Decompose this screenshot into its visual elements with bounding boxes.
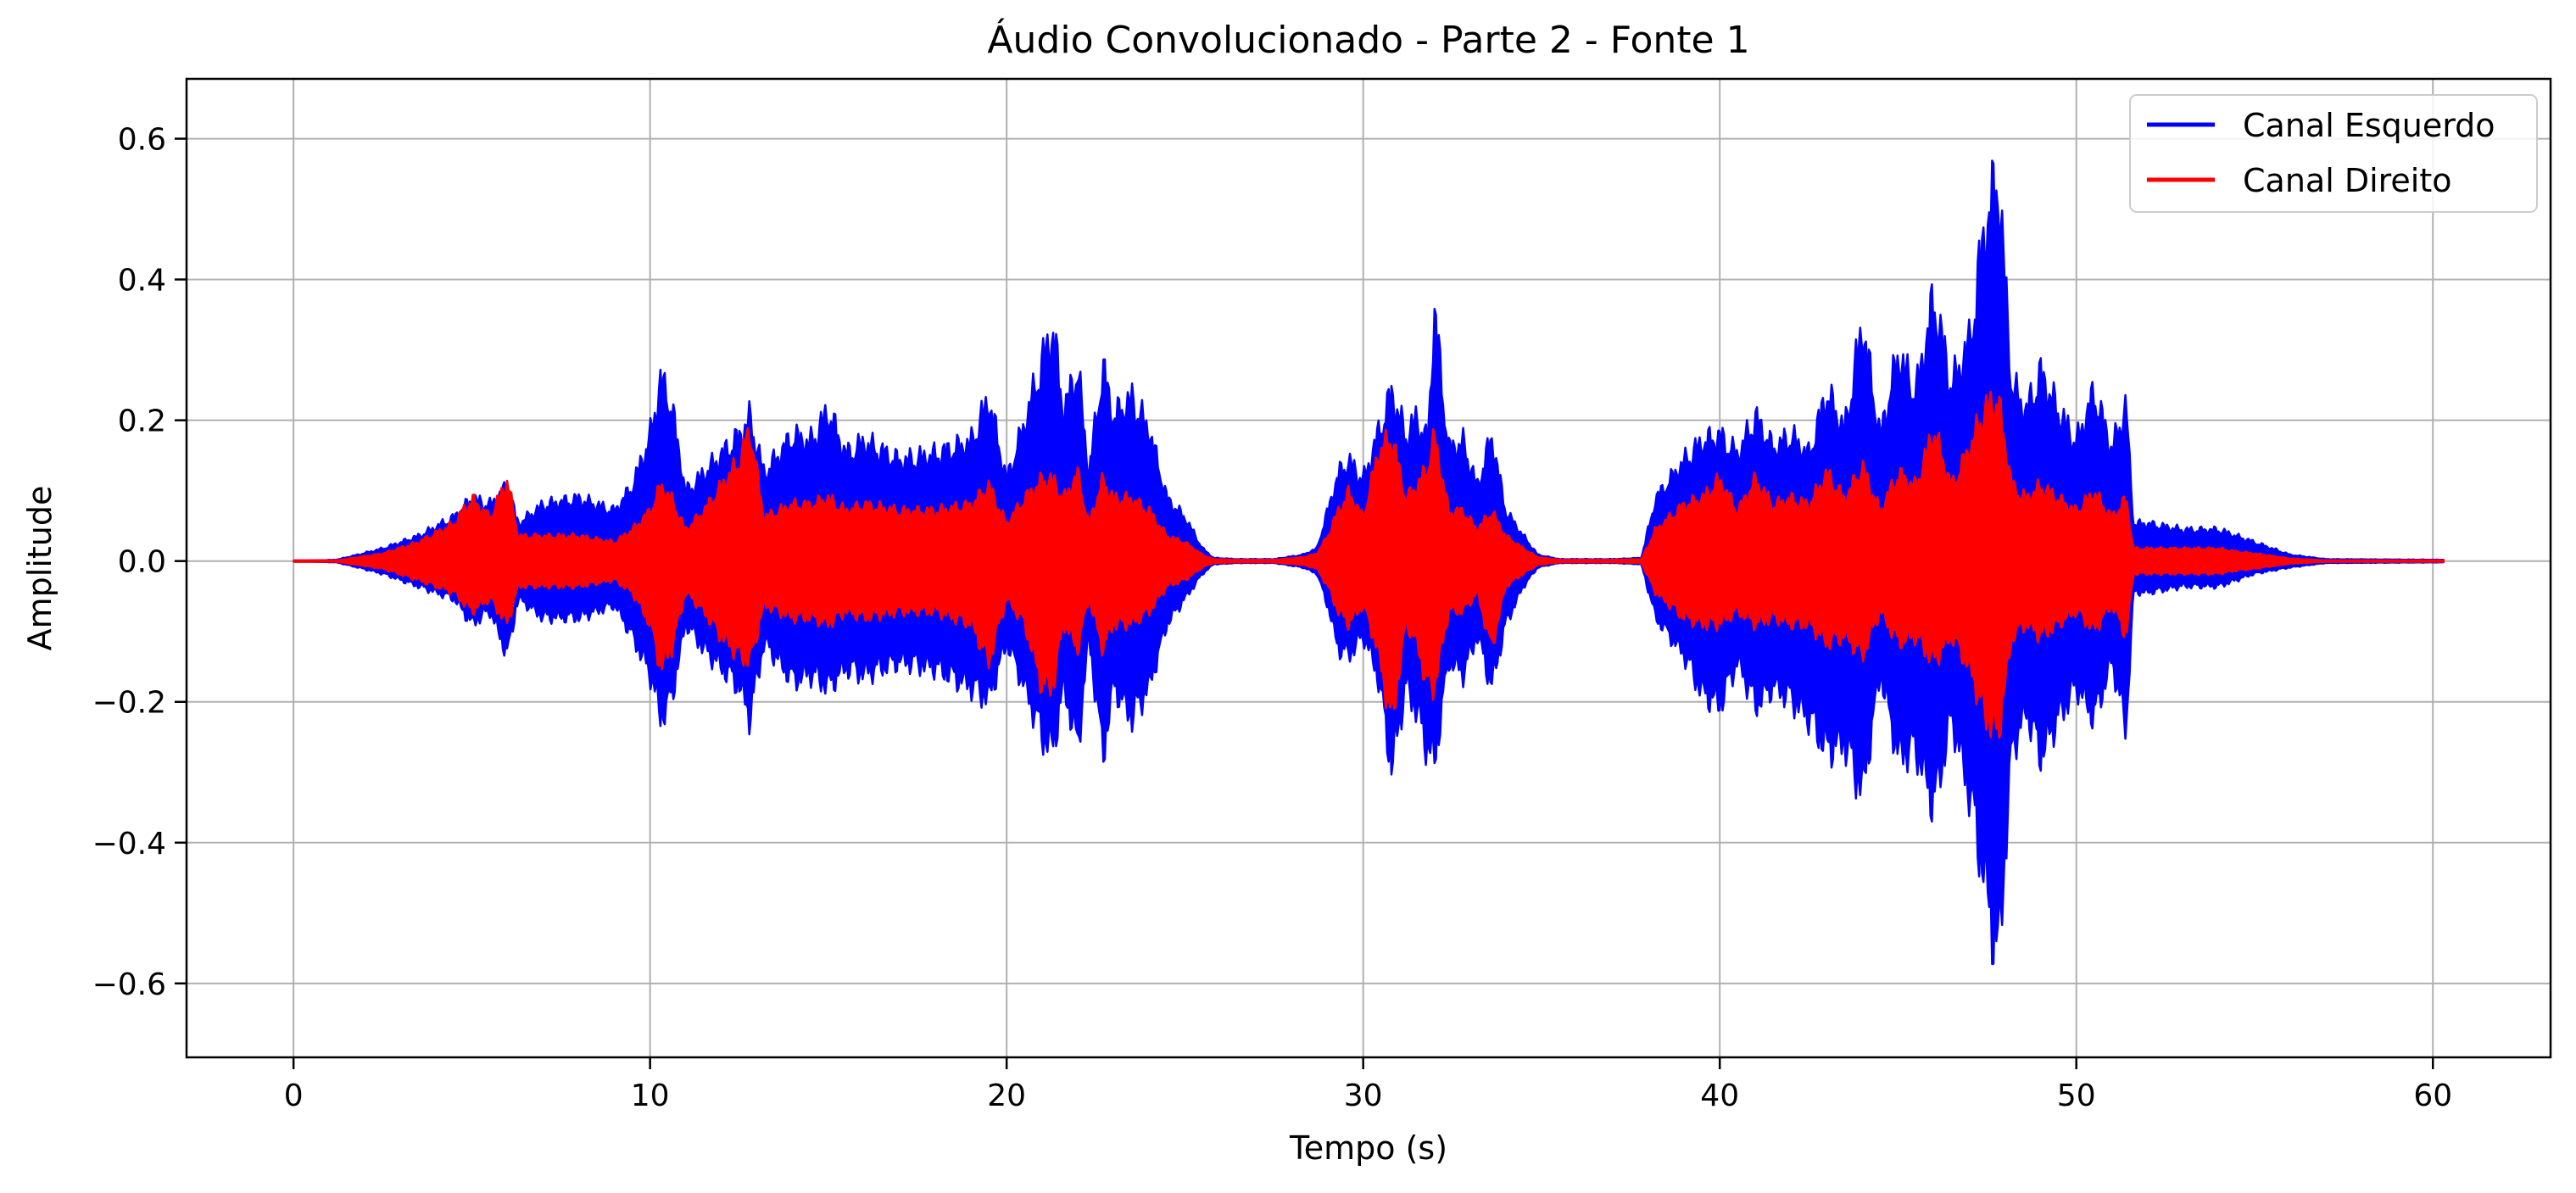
y-tick-label: 0.0 <box>118 545 166 580</box>
y-tick-label: −0.2 <box>92 686 166 721</box>
legend-label-canal-direito: Canal Direito <box>2243 162 2452 199</box>
y-axis-label: Amplitude <box>21 486 59 651</box>
x-tick-label: 60 <box>2413 1079 2452 1113</box>
legend-box <box>2129 94 2538 213</box>
plot-area <box>292 159 2445 966</box>
y-tick-label: −0.4 <box>92 827 166 861</box>
y-tick-label: 0.2 <box>118 404 166 439</box>
x-tick-label: 20 <box>987 1079 1026 1113</box>
x-tick-label: 50 <box>2057 1079 2096 1113</box>
x-tick-label: 0 <box>284 1079 304 1113</box>
legend: Canal Esquerdo Canal Direito <box>2129 94 2538 213</box>
y-tick-label: 0.4 <box>118 264 166 298</box>
y-axis-ticks: 0.6 0.4 0.2 0.0 −0.2 −0.4 −0.6 <box>92 123 187 1002</box>
x-axis-ticks: 0 10 20 30 40 50 60 <box>284 1057 2452 1113</box>
x-tick-label: 30 <box>1344 1079 1383 1113</box>
y-tick-label: 0.6 <box>118 123 166 158</box>
legend-label-canal-esquerdo: Canal Esquerdo <box>2243 107 2495 144</box>
x-axis-label: Tempo (s) <box>1289 1129 1447 1167</box>
y-tick-label: −0.6 <box>92 967 166 1002</box>
x-tick-label: 10 <box>631 1079 670 1113</box>
chart-title: Áudio Convolucionado - Parte 2 - Fonte 1 <box>987 17 1749 62</box>
axes-frame <box>185 77 2552 1059</box>
x-tick-label: 40 <box>1700 1079 1739 1113</box>
